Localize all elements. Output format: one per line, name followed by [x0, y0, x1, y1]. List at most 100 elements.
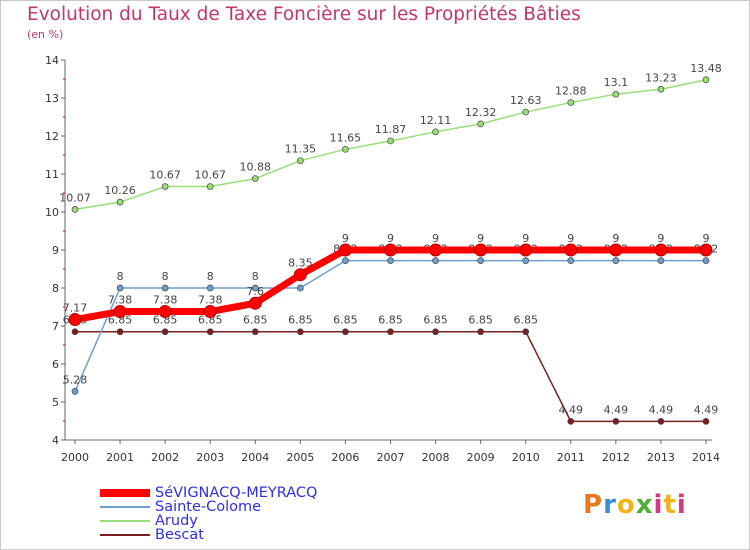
data-point: [477, 120, 484, 128]
y-tick-label: 10: [45, 206, 59, 219]
y-tick-label: 11: [45, 168, 59, 181]
data-label: 4.49: [649, 403, 674, 416]
data-label: 9: [612, 232, 619, 245]
data-label: 5.28: [63, 373, 88, 386]
data-point: [702, 76, 710, 84]
data-point: [161, 328, 169, 336]
data-point: [251, 175, 259, 182]
x-tick-label: 2012: [602, 451, 630, 464]
legend-item: Bescat: [100, 527, 420, 543]
data-point: [654, 243, 668, 257]
data-point: [116, 328, 124, 336]
y-tick-label: 6: [52, 358, 59, 371]
x-tick-label: 2006: [331, 451, 359, 464]
data-point: [71, 328, 79, 336]
data-label: 8: [207, 270, 214, 283]
x-tick-label: 2011: [557, 451, 585, 464]
data-point: [609, 243, 623, 257]
data-point: [68, 313, 82, 327]
data-label: 12.32: [465, 106, 497, 119]
data-point: [702, 418, 710, 425]
data-label: 6.85: [513, 314, 538, 327]
data-label: 8: [252, 270, 259, 283]
x-tick-label: 2004: [241, 451, 269, 464]
data-point: [116, 198, 124, 206]
y-tick-label: 12: [45, 130, 59, 143]
data-point: [522, 108, 530, 116]
series-line: [74, 79, 707, 211]
data-point: [384, 243, 397, 257]
data-label: 7.17: [63, 302, 88, 315]
data-point: [567, 99, 575, 106]
data-point: [342, 257, 349, 264]
data-point: [387, 328, 394, 336]
data-label: 12.11: [420, 114, 452, 127]
legend-label: SéVIGNACQ-MEYRACQ: [155, 485, 318, 501]
data-point: [71, 205, 79, 213]
legend-item: Sainte-Colome: [100, 499, 420, 515]
data-point: [612, 418, 620, 425]
data-label: 10.67: [194, 169, 226, 182]
data-point: [612, 90, 620, 98]
legend-label: Sainte-Colome: [155, 499, 262, 515]
data-label: 8: [162, 270, 169, 283]
data-label: 7.38: [108, 294, 133, 307]
data-label: 6.85: [333, 314, 358, 327]
data-point: [297, 157, 304, 165]
x-tick-label: 2009: [467, 451, 495, 464]
data-point: [432, 128, 439, 136]
x-tick-label: 2007: [377, 451, 405, 464]
legend-swatch: [100, 520, 150, 522]
data-point: [522, 257, 530, 264]
data-label: 9: [342, 232, 349, 245]
data-point: [477, 257, 484, 264]
data-label: 10.88: [240, 161, 272, 174]
y-tick-label: 7: [52, 320, 59, 333]
data-point: [113, 305, 127, 319]
data-point: [116, 284, 124, 292]
data-label: 9: [387, 232, 394, 245]
x-tick-label: 2005: [286, 451, 314, 464]
data-label: 9: [522, 232, 529, 245]
data-label: 9: [657, 232, 664, 245]
data-point: [519, 243, 533, 257]
y-tick-label: 14: [45, 54, 59, 67]
legend-item: Arudy: [100, 513, 420, 529]
data-point: [248, 296, 262, 310]
data-point: [297, 328, 304, 336]
x-tick-label: 2003: [196, 451, 224, 464]
data-label: 9: [477, 232, 484, 245]
data-label: 6.85: [378, 314, 403, 327]
data-label: 12.63: [510, 94, 542, 107]
data-point: [477, 328, 484, 336]
data-point: [657, 85, 665, 93]
data-label: 4.49: [694, 403, 719, 416]
data-point: [429, 243, 443, 257]
data-point: [161, 284, 169, 292]
y-tick-label: 8: [52, 282, 59, 295]
chart-unit-label: (en %): [27, 28, 64, 41]
x-tick-label: 2008: [422, 451, 450, 464]
brand-logo: Proxiti: [583, 490, 687, 520]
data-label: 6.85: [243, 314, 268, 327]
data-label: 6.85: [288, 314, 313, 327]
data-point: [251, 328, 259, 336]
data-point: [297, 284, 304, 292]
legend-label: Bescat: [155, 527, 204, 543]
legend-label: Arudy: [155, 513, 198, 529]
legend-item: SéVIGNACQ-MEYRACQ: [100, 485, 420, 501]
data-point: [567, 418, 575, 425]
data-label: 10.26: [104, 184, 136, 197]
x-tick-label: 2000: [61, 451, 89, 464]
data-point: [657, 257, 665, 264]
data-point: [293, 268, 307, 282]
legend: SéVIGNACQ-MEYRACQ Sainte-Colome Arudy Besca…: [100, 485, 420, 543]
data-point: [71, 388, 79, 395]
data-label: 12.88: [555, 85, 587, 98]
y-tick-label: 5: [52, 396, 59, 409]
data-label: 13.1: [604, 76, 629, 89]
chart-title: Evolution du Taux de Taxe Foncière sur l…: [27, 4, 581, 25]
data-point: [657, 418, 665, 425]
data-point: [161, 183, 169, 190]
